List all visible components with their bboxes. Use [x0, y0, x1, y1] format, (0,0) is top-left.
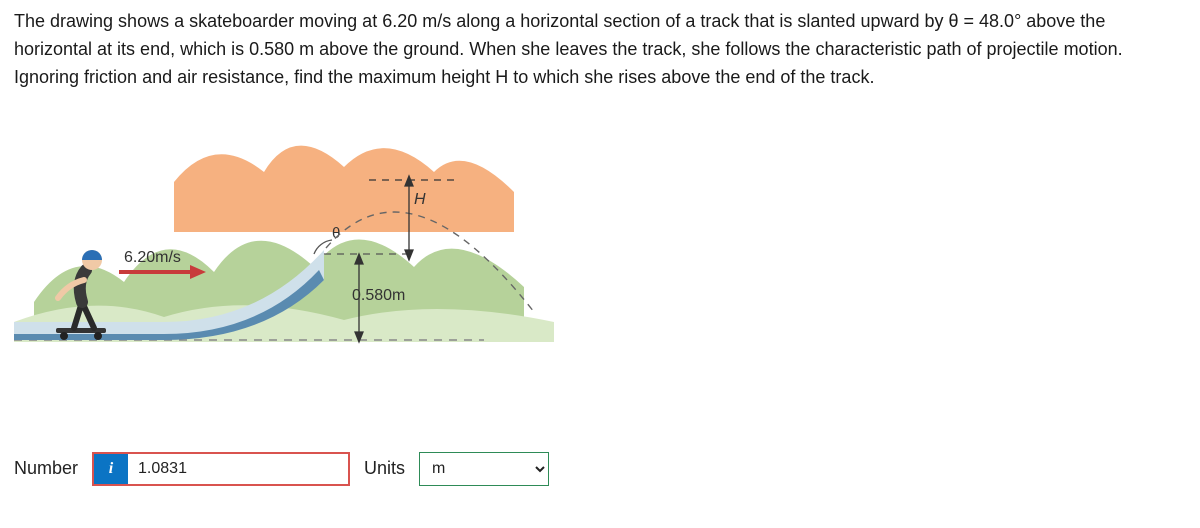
problem-sentence: The drawing shows a skateboarder moving …	[14, 11, 1123, 87]
problem-figure: θ H 0.580m 6.20m/s	[14, 112, 554, 392]
h-label: H	[414, 191, 426, 208]
velocity-label: 6.20m/s	[124, 249, 181, 266]
ramp-height-label: 0.580m	[352, 287, 405, 304]
theta-label: θ	[332, 225, 340, 242]
info-icon[interactable]: i	[94, 454, 128, 484]
number-input-wrap: i	[92, 452, 350, 486]
units-label: Units	[364, 458, 405, 479]
answer-row: Number i Units m	[14, 452, 1186, 486]
number-input[interactable]	[128, 454, 348, 484]
background-far-icon	[174, 145, 514, 231]
problem-text: The drawing shows a skateboarder moving …	[14, 8, 1186, 92]
number-label: Number	[14, 458, 78, 479]
units-select[interactable]: m	[419, 452, 549, 486]
